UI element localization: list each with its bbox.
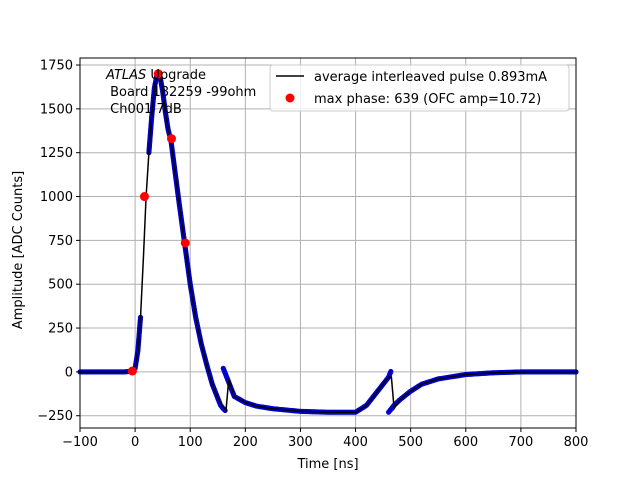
max-phase-marker <box>139 192 149 202</box>
plot-data <box>77 69 579 415</box>
x-tick-label: 400 <box>343 435 368 450</box>
max-phase-marker <box>153 69 163 79</box>
x-tick-label: 300 <box>288 435 313 450</box>
y-tick-label: 1000 <box>40 190 73 205</box>
legend-label-max-phase: max phase: 639 (OFC amp=10.72) <box>314 92 541 107</box>
y-tick-label: 250 <box>48 322 73 337</box>
x-tick-label: 0 <box>131 435 139 450</box>
y-tick-label: 1250 <box>40 146 73 161</box>
annotation-board: Board 182259 -99ohm <box>106 85 256 100</box>
annotation-channel: Ch001 7dB <box>106 102 182 117</box>
atlas-annotation: ATLAS Upgrade Board 182259 -99ohm Ch001 … <box>105 68 256 117</box>
y-tick-label: 1500 <box>40 102 73 117</box>
average-pulse-line <box>80 72 576 413</box>
y-axis-label: Amplitude [ADC Counts] <box>11 171 26 329</box>
x-tick-label: 500 <box>398 435 423 450</box>
max-phase-marker <box>166 134 176 144</box>
annotation-atlas-italic: ATLAS <box>105 68 146 83</box>
x-tick-label: 200 <box>233 435 258 450</box>
ticks: −100 0 100 200 300 400 500 600 700 800 −250 0 250 500… <box>37 59 588 450</box>
legend-box <box>269 64 570 112</box>
annotation-upgrade: Upgrade <box>146 68 206 83</box>
max-phase-marker <box>127 366 137 376</box>
max-phase-marker <box>180 238 190 248</box>
x-axis-label: Time [ns] <box>296 457 358 472</box>
x-tick-label: −100 <box>62 435 98 450</box>
x-tick-label: 800 <box>564 435 589 450</box>
sample-point <box>388 368 394 375</box>
y-tick-label: 500 <box>48 278 73 293</box>
plot-frame <box>79 57 577 429</box>
y-tick-label: −250 <box>37 409 73 424</box>
y-tick-label: 750 <box>48 234 73 249</box>
x-tick-label: 600 <box>453 435 478 450</box>
y-tick-label: 1750 <box>40 59 73 74</box>
y-tick-label: 0 <box>65 365 73 380</box>
annotation-line-1: ATLAS Upgrade <box>105 68 206 83</box>
legend-label-pulse: average interleaved pulse 0.893mA <box>314 70 547 85</box>
legend-marker-swatch <box>285 93 295 103</box>
x-tick-label: 100 <box>178 435 203 450</box>
legend: average interleaved pulse 0.893mA max ph… <box>269 64 570 112</box>
x-tick-label: 700 <box>508 435 533 450</box>
